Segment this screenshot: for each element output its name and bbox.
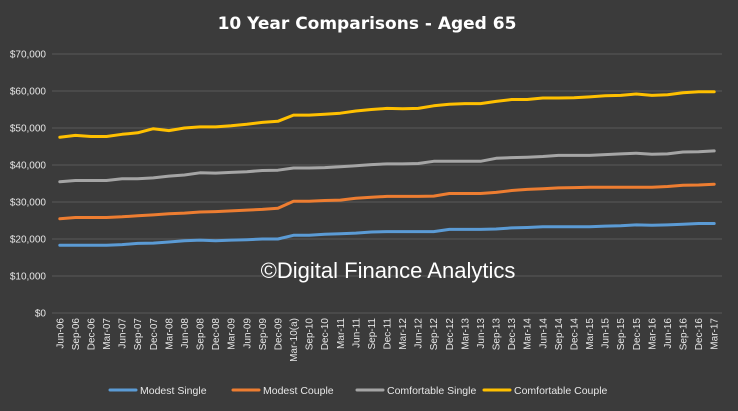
x-tick-label: Sep-12 <box>429 318 440 351</box>
legend-label: Comfortable Couple <box>514 385 608 397</box>
y-tick-label: $50,000 <box>10 124 47 135</box>
x-tick-label: Jun-08 <box>180 318 191 349</box>
watermark-text: ©Digital Finance Analytics <box>261 258 516 283</box>
x-tick-label: Mar-16 <box>647 318 658 350</box>
x-tick-label: Mar-08 <box>164 318 175 350</box>
x-tick-label: Mar-12 <box>398 318 409 350</box>
x-axis-ticks: Jun-06 Sep-06 Dec-06 Mar-07 Jun-07 Sep-07 Dec-… <box>55 318 720 362</box>
x-tick-label: Jun-12 <box>414 318 425 349</box>
legend-label: Modest Single <box>140 385 207 397</box>
x-tick-label: Dec-11 <box>383 318 394 350</box>
x-tick-label: Sep-13 <box>492 318 503 351</box>
x-tick-label: Sep-07 <box>133 318 144 351</box>
series-lines <box>58 90 716 247</box>
series-line-comfortable-couple <box>58 90 716 139</box>
x-tick-label: Sep-06 <box>71 318 82 351</box>
x-tick-label: Sep-10 <box>305 318 316 351</box>
x-tick-label: Jun-06 <box>55 318 66 349</box>
x-tick-label: Jun-16 <box>663 318 674 349</box>
legend: Modest Single Modest Couple Comfortable Si… <box>108 385 608 397</box>
x-tick-label: Mar-14 <box>523 318 534 350</box>
x-tick-label: Mar-15 <box>585 318 596 350</box>
x-tick-label: Dec-08 <box>211 318 222 351</box>
x-tick-label: Mar-07 <box>102 318 113 350</box>
x-tick-label: Mar-17 <box>710 318 721 350</box>
legend-label: Comfortable Single <box>387 385 476 397</box>
x-tick-label: Mar-11 <box>336 318 347 349</box>
x-tick-label: Mar-13 <box>460 318 471 350</box>
x-tick-label: Mar-09 <box>227 318 238 350</box>
x-tick-label: Jun-15 <box>601 318 612 349</box>
x-tick-label: Jun-13 <box>476 318 487 349</box>
x-tick-label: Sep-11 <box>367 318 378 350</box>
x-tick-label: Dec-12 <box>445 318 456 351</box>
x-tick-label: Dec-13 <box>507 318 518 351</box>
y-tick-label: $20,000 <box>10 235 47 246</box>
y-tick-label: $30,000 <box>10 198 47 209</box>
y-tick-label: $70,000 <box>10 50 47 61</box>
y-tick-label: $10,000 <box>10 272 47 283</box>
y-tick-label: $60,000 <box>10 87 47 98</box>
x-tick-label: Sep-08 <box>196 318 207 351</box>
x-tick-label: Dec-10 <box>320 318 331 351</box>
y-axis-ticks: $0 $10,000 $20,000 $30,000 $40,000 $50,000 $60… <box>10 50 47 320</box>
x-tick-label: Sep-16 <box>679 318 690 351</box>
x-tick-label: Dec-06 <box>86 318 97 351</box>
y-tick-label: $0 <box>35 309 47 320</box>
x-tick-label: Jun-14 <box>538 318 549 349</box>
x-tick-label: Mar-10(a) <box>289 318 300 362</box>
legend-label: Modest Couple <box>263 385 334 397</box>
x-tick-label: Jun-07 <box>118 318 129 349</box>
x-tick-label: Sep-15 <box>616 318 627 351</box>
x-tick-label: Dec-07 <box>149 318 160 351</box>
x-tick-label: Dec-09 <box>273 318 284 351</box>
x-tick-label: Sep-14 <box>554 318 565 351</box>
chart-title: 10 Year Comparisons - Aged 65 <box>218 14 517 34</box>
x-tick-label: Dec-14 <box>569 318 580 351</box>
series-line-modest-single <box>58 222 716 247</box>
x-tick-label: Jun-09 <box>242 318 253 349</box>
x-tick-label: Dec-15 <box>632 318 643 351</box>
y-tick-label: $40,000 <box>10 161 47 172</box>
x-tick-label: Sep-09 <box>258 318 269 351</box>
x-tick-label: Dec-16 <box>694 318 705 351</box>
series-line-modest-couple <box>58 182 716 221</box>
series-line-comfortable-single <box>58 149 716 184</box>
x-tick-label: Jun-11 <box>351 318 362 348</box>
